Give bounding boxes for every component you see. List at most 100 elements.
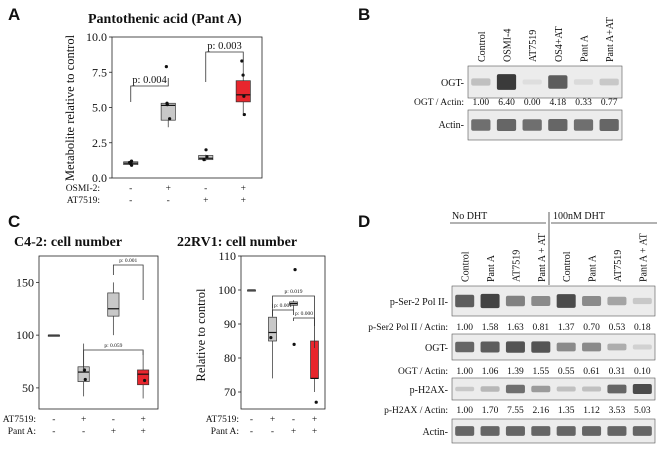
lane-label: Pant A (486, 254, 497, 282)
ratio-value: 0.77 (601, 98, 618, 108)
plot-frame (241, 256, 325, 409)
significance-bracket (273, 310, 294, 316)
group-label-no-dht: No DHT (452, 211, 487, 222)
y-tick-label: 2.5 (92, 136, 107, 150)
ratio-value: 0.81 (533, 323, 550, 333)
ogt-band (607, 344, 626, 351)
panel-b-blot: Control OSMI-4 AT7519 OS4+AT Pant A Pant A+AT… (414, 17, 622, 140)
x-factor-label: AT7519: (3, 415, 36, 425)
y-tick-label: 7.5 (92, 65, 107, 79)
actin-band (523, 119, 542, 131)
actin-band (557, 426, 576, 436)
lane-label: Control (562, 251, 573, 282)
actin-band (548, 119, 567, 131)
x-factor-label: AT7519: (206, 415, 239, 425)
x-factor-value: - (129, 196, 132, 206)
lane-label: Control (461, 251, 472, 282)
lane-label: AT7519 (511, 250, 522, 282)
p-h2ax-band (607, 385, 626, 394)
data-point (165, 102, 168, 105)
ogt-band (471, 78, 490, 85)
ratio-value: 0.00 (524, 98, 541, 108)
ogt-band (506, 341, 525, 352)
group-label-dht: 100nM DHT (553, 211, 605, 222)
data-point (243, 113, 246, 116)
ratio-value: 1.58 (482, 323, 499, 333)
lane-label: Pant A+AT (605, 17, 616, 62)
panel-letter-a: A (8, 5, 20, 24)
panel-c-left-title: C4-2: cell number (14, 235, 122, 250)
p-ser-2-pol-ii-band (531, 296, 550, 306)
p-h2ax-band (455, 387, 474, 392)
ratio-value: 1.63 (507, 323, 524, 333)
ogt-strip (468, 66, 622, 98)
y-tick-label: 90 (224, 317, 236, 331)
p-value-label: p: 0.004 (132, 75, 167, 86)
actin-band (471, 119, 490, 131)
ratio-value: 0.31 (609, 367, 626, 377)
x-factor-value: + (140, 415, 145, 425)
actin-band (497, 119, 516, 131)
panel-letter-b: B (358, 5, 370, 24)
lane-label: AT7519 (528, 30, 539, 62)
data-point (293, 343, 296, 346)
x-factor-value: + (291, 427, 296, 437)
ratio-value: 1.35 (558, 406, 575, 416)
ratio-value: 3.53 (609, 406, 626, 416)
actin-band (481, 426, 500, 436)
lane-label: AT7519 (613, 250, 624, 282)
data-point (241, 73, 244, 76)
p-h2ax-band (481, 386, 500, 391)
data-point (168, 117, 171, 120)
actin-strip (468, 110, 622, 140)
x-factor-label: OSMI-2: (66, 184, 100, 194)
box-at7519-pant-a (137, 370, 148, 385)
data-point (242, 95, 245, 98)
p-h2ax-band (582, 386, 601, 391)
lane-label: OS4+AT (554, 26, 565, 62)
y-tick-label: 0.0 (92, 171, 107, 185)
p-h2ax-band (557, 386, 576, 391)
blot-label-p-ser-2-pol-ii: p-Ser-2 Pol II- (390, 297, 448, 308)
ratio-label-ogt: OGT / Actin: (398, 367, 448, 377)
blot-label-ogt: OGT- (425, 343, 448, 354)
x-factor-value: - (292, 415, 295, 425)
ogt-band (582, 343, 601, 352)
ratio-value: 4.18 (550, 98, 567, 108)
x-factor-value: + (111, 427, 116, 437)
actin-band (582, 426, 601, 436)
actin-band (506, 426, 525, 436)
x-factor-value: - (52, 427, 55, 437)
x-factor-value: + (140, 427, 145, 437)
x-factor-value: - (112, 415, 115, 425)
data-point (143, 379, 146, 382)
x-factor-value: - (129, 184, 132, 194)
y-tick-label: 80 (224, 351, 236, 365)
x-factor-value: + (241, 184, 246, 194)
x-factor-value: + (166, 184, 171, 194)
y-tick-label: 50 (22, 381, 34, 395)
box-pant-a (108, 293, 119, 316)
p-value-label: p: 0.019 (284, 289, 302, 295)
blot-label-ogt: OGT- (441, 78, 464, 89)
data-point (293, 268, 296, 271)
ratio-label-p-ser-2-pol-ii: p-Ser2 Pol II / Actin: (368, 323, 448, 333)
ratio-value: 7.55 (507, 406, 524, 416)
actin-band (607, 426, 626, 436)
lane-label: Pant A + AT (537, 233, 548, 282)
significance-bracket (206, 52, 244, 82)
ratio-value: 1.00 (456, 367, 473, 377)
y-tick-label: 70 (224, 385, 236, 399)
p-ser-2-pol-ii-band (557, 294, 576, 308)
x-factor-value: - (204, 184, 207, 194)
p-value-label: p: 0.059 (104, 343, 122, 349)
ogt-band (481, 342, 500, 353)
y-tick-label: 10.0 (86, 30, 107, 44)
p-value-label: p: 0.003 (207, 41, 241, 52)
x-factor-value: - (250, 415, 253, 425)
x-factor-value: + (241, 196, 246, 206)
panel-c-right-ylabel: Relative to control (194, 288, 208, 382)
lane-label: OSMI-4 (503, 29, 514, 62)
ratio-value: 1.00 (456, 406, 473, 416)
data-point (269, 336, 272, 339)
